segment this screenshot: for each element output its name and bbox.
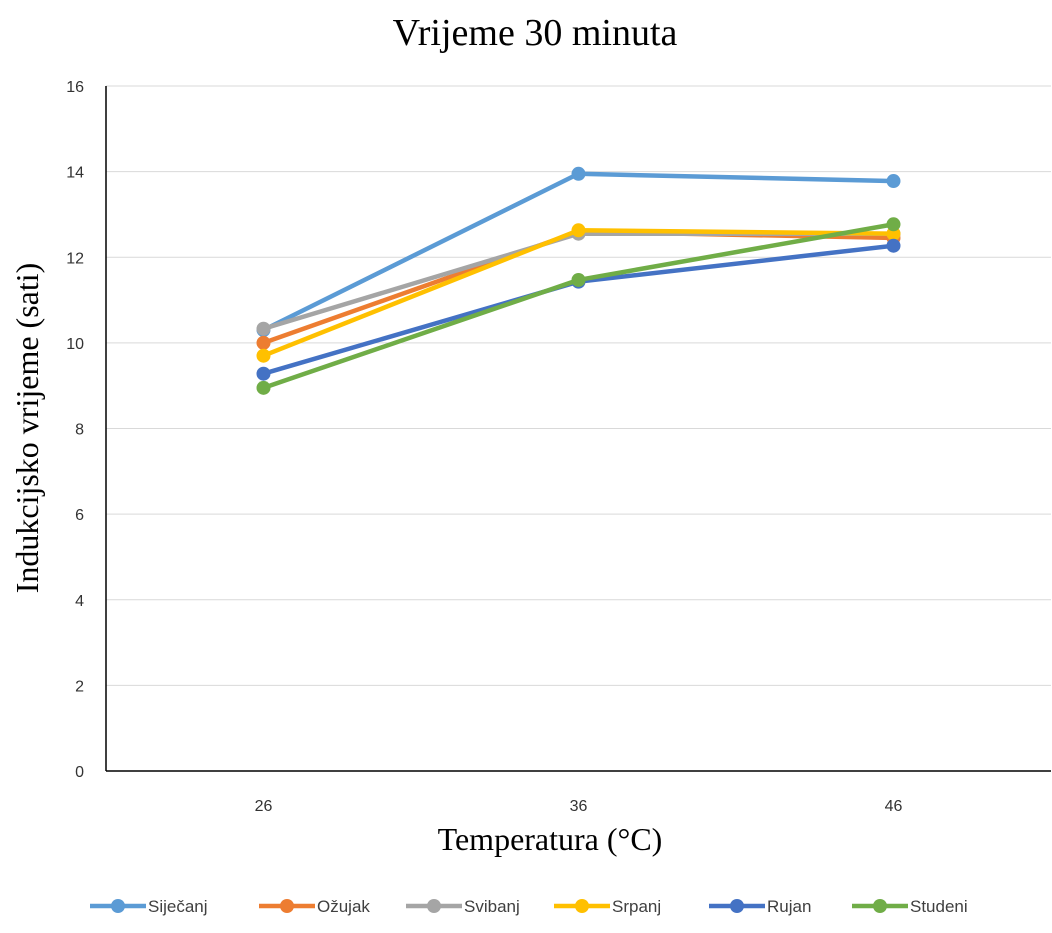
data-point [886, 238, 901, 253]
series-line [261, 228, 896, 358]
legend: Siječanj Ožujak Svibanj Srpanj Rujan Studeni [90, 897, 968, 916]
series-line [261, 222, 896, 391]
y-axis-ticks: 0 2 4 6 8 10 12 14 16 [66, 79, 84, 781]
series-3 [256, 223, 901, 363]
legend-label: Studeni [910, 897, 968, 916]
series-5 [256, 217, 901, 395]
data-point [571, 223, 586, 238]
y-tick-label: 14 [66, 165, 84, 182]
y-tick-label: 16 [66, 79, 84, 96]
legend-item: Srpanj [554, 897, 661, 916]
data-point [256, 348, 271, 363]
data-point [886, 174, 901, 189]
data-point [256, 335, 271, 350]
legend-label: Siječanj [148, 897, 208, 916]
legend-point-marker [575, 899, 589, 913]
x-axis-ticks: 26 36 46 [255, 798, 903, 815]
x-tick-label: 36 [570, 798, 588, 815]
y-tick-label: 4 [75, 593, 84, 610]
legend-label: Svibanj [464, 897, 520, 916]
x-tick-label: 26 [255, 798, 273, 815]
y-axis-title: Indukcijsko vrijeme (sati) [9, 263, 45, 594]
legend-item: Siječanj [90, 897, 208, 916]
data-point [571, 272, 586, 287]
legend-item: Studeni [852, 897, 968, 916]
y-tick-label: 10 [66, 336, 84, 353]
legend-point-marker [280, 899, 294, 913]
data-point [571, 166, 586, 181]
legend-label: Srpanj [612, 897, 661, 916]
y-tick-label: 12 [66, 250, 84, 267]
series-line [261, 171, 896, 333]
data-point [256, 321, 271, 336]
legend-point-marker [873, 899, 887, 913]
data-point [886, 217, 901, 232]
x-axis-title: Temperatura (°C) [438, 821, 663, 857]
y-tick-label: 6 [75, 507, 84, 524]
legend-item: Ožujak [259, 897, 370, 916]
series-lines [256, 166, 901, 395]
x-tick-label: 46 [885, 798, 903, 815]
legend-point-marker [730, 899, 744, 913]
y-tick-label: 0 [75, 764, 84, 781]
legend-label: Rujan [767, 897, 811, 916]
y-tick-label: 2 [75, 678, 84, 695]
legend-label: Ožujak [317, 897, 370, 916]
legend-point-marker [111, 899, 125, 913]
data-point [256, 366, 271, 381]
chart-title: Vrijeme 30 minuta [393, 12, 678, 54]
legend-item: Rujan [709, 897, 811, 916]
y-tick-label: 8 [75, 422, 84, 439]
legend-point-marker [427, 899, 441, 913]
data-point [256, 380, 271, 395]
legend-item: Svibanj [406, 897, 520, 916]
